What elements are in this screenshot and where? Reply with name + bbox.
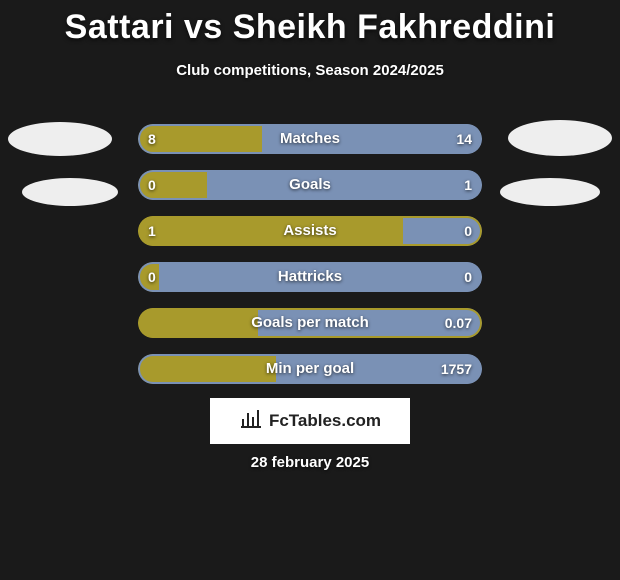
bar-left-fill bbox=[138, 124, 262, 154]
stat-right-value: 1 bbox=[464, 170, 472, 200]
bar-chart-icon bbox=[239, 407, 263, 436]
stat-row: Matches814 bbox=[138, 124, 482, 154]
bar-right-fill bbox=[159, 262, 482, 292]
stat-row: Min per goal1757 bbox=[138, 354, 482, 384]
player-right-photo-2 bbox=[500, 178, 600, 206]
stat-right-value: 0 bbox=[464, 262, 472, 292]
stat-right-value: 0 bbox=[464, 216, 472, 246]
watermark: FcTables.com bbox=[210, 398, 410, 444]
stat-row: Hattricks00 bbox=[138, 262, 482, 292]
date-label: 28 february 2025 bbox=[0, 454, 620, 471]
stat-bars: Matches814Goals01Assists10Hattricks00Goa… bbox=[138, 124, 482, 400]
stat-right-value: 14 bbox=[456, 124, 472, 154]
bar-left-fill bbox=[138, 308, 258, 338]
comparison-infographic: Sattari vs Sheikh Fakhreddini Club compe… bbox=[0, 0, 620, 580]
stat-row: Goals01 bbox=[138, 170, 482, 200]
page-subtitle: Club competitions, Season 2024/2025 bbox=[0, 62, 620, 79]
player-left-photo-1 bbox=[8, 122, 112, 156]
watermark-text: FcTables.com bbox=[269, 411, 381, 431]
bar-left-fill bbox=[138, 216, 403, 246]
stat-left-value: 0 bbox=[148, 262, 156, 292]
stat-left-value: 8 bbox=[148, 124, 156, 154]
bar-left-fill bbox=[138, 354, 276, 384]
stat-right-value: 1757 bbox=[441, 354, 472, 384]
stat-left-value: 0 bbox=[148, 170, 156, 200]
stat-left-value: 1 bbox=[148, 216, 156, 246]
player-left-photo-2 bbox=[22, 178, 118, 206]
player-right-photo-1 bbox=[508, 120, 612, 156]
stat-right-value: 0.07 bbox=[445, 308, 472, 338]
page-title: Sattari vs Sheikh Fakhreddini bbox=[0, 8, 620, 47]
stat-row: Goals per match0.07 bbox=[138, 308, 482, 338]
bar-right-fill bbox=[262, 124, 482, 154]
bar-right-fill bbox=[207, 170, 482, 200]
stat-row: Assists10 bbox=[138, 216, 482, 246]
